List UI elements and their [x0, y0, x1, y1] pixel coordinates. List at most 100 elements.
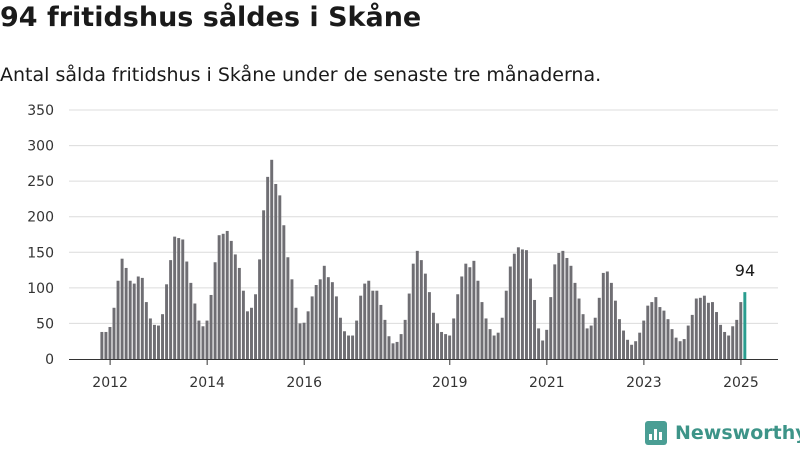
bar [650, 302, 654, 359]
bar [294, 307, 298, 359]
x-tick-label: 2021 [529, 375, 565, 391]
bar [217, 235, 221, 359]
bar [516, 247, 520, 359]
y-tick-label: 0 [45, 352, 54, 368]
bar [520, 249, 524, 359]
bar [585, 328, 589, 359]
bar [646, 305, 650, 359]
bar [440, 331, 444, 359]
bar [144, 302, 148, 359]
bar [302, 322, 306, 359]
bar [654, 297, 658, 359]
bar [322, 265, 326, 359]
bar [112, 307, 116, 359]
bar [472, 260, 476, 359]
bar [436, 323, 439, 359]
bar [480, 302, 484, 359]
bar [185, 261, 189, 359]
bar [666, 319, 670, 359]
bar-chart-logo-icon [645, 421, 667, 445]
bar [690, 314, 694, 359]
bar [512, 253, 516, 359]
bar [254, 294, 258, 359]
bar [658, 307, 662, 359]
bar [355, 320, 359, 359]
bar [605, 271, 609, 359]
x-tick-label: 2023 [626, 375, 662, 391]
bar [250, 307, 253, 359]
bar [557, 252, 561, 359]
bar [120, 258, 124, 359]
bar [601, 272, 605, 359]
bar [444, 334, 448, 359]
bar [282, 225, 286, 359]
bar [468, 267, 472, 359]
bar [415, 250, 419, 359]
bar [634, 341, 638, 359]
x-axis-ticks: 2012 2014 2016 2019 2021 2023 2025 [92, 359, 759, 391]
bar [403, 319, 407, 359]
bar [622, 330, 625, 359]
bar [537, 328, 541, 359]
bar [225, 230, 229, 359]
bar [140, 277, 144, 359]
bar [597, 297, 601, 359]
bar [452, 318, 456, 359]
bar [270, 159, 274, 359]
bar [330, 282, 334, 359]
bar [682, 339, 686, 359]
bar [205, 320, 209, 359]
bar [173, 236, 177, 359]
bar [524, 250, 528, 359]
bar [298, 323, 302, 359]
bar [638, 332, 642, 359]
highlight-data-label: 94 [735, 261, 755, 280]
bar [334, 296, 338, 359]
y-tick-label: 200 [27, 210, 54, 226]
bar [193, 303, 197, 359]
bar [181, 239, 185, 359]
bar [152, 324, 156, 359]
bar [116, 280, 120, 359]
bar [132, 283, 136, 359]
y-tick-label: 300 [27, 139, 54, 155]
bar [427, 292, 431, 359]
bar [484, 318, 488, 359]
bar [508, 266, 512, 359]
bar [698, 297, 702, 359]
chart-subtitle: Antal sålda fritidshus i Skåne under de … [0, 64, 602, 86]
bar [448, 335, 452, 359]
bar [177, 238, 181, 359]
bar [351, 335, 355, 359]
bar [488, 329, 492, 359]
bar [391, 343, 395, 359]
bar [630, 344, 634, 359]
bar [310, 296, 314, 359]
bar [241, 290, 245, 359]
bar [694, 298, 698, 359]
bar [161, 314, 164, 359]
bar [371, 290, 375, 359]
bar [274, 183, 278, 359]
bar [662, 310, 666, 359]
bar [318, 279, 322, 359]
bar [431, 312, 435, 359]
bar [500, 317, 504, 359]
bar [553, 264, 557, 359]
bar [545, 329, 549, 359]
bar [589, 325, 593, 359]
y-tick-label: 150 [27, 245, 54, 261]
bar [464, 263, 468, 359]
bar [561, 250, 565, 359]
bar [100, 331, 104, 359]
x-tick-label: 2014 [189, 375, 225, 391]
bar [165, 284, 169, 359]
bar [245, 311, 249, 359]
bar [626, 339, 630, 359]
bar [237, 267, 241, 359]
bar [266, 176, 270, 359]
bar [609, 282, 613, 359]
bar [201, 326, 205, 359]
bar [262, 210, 266, 359]
